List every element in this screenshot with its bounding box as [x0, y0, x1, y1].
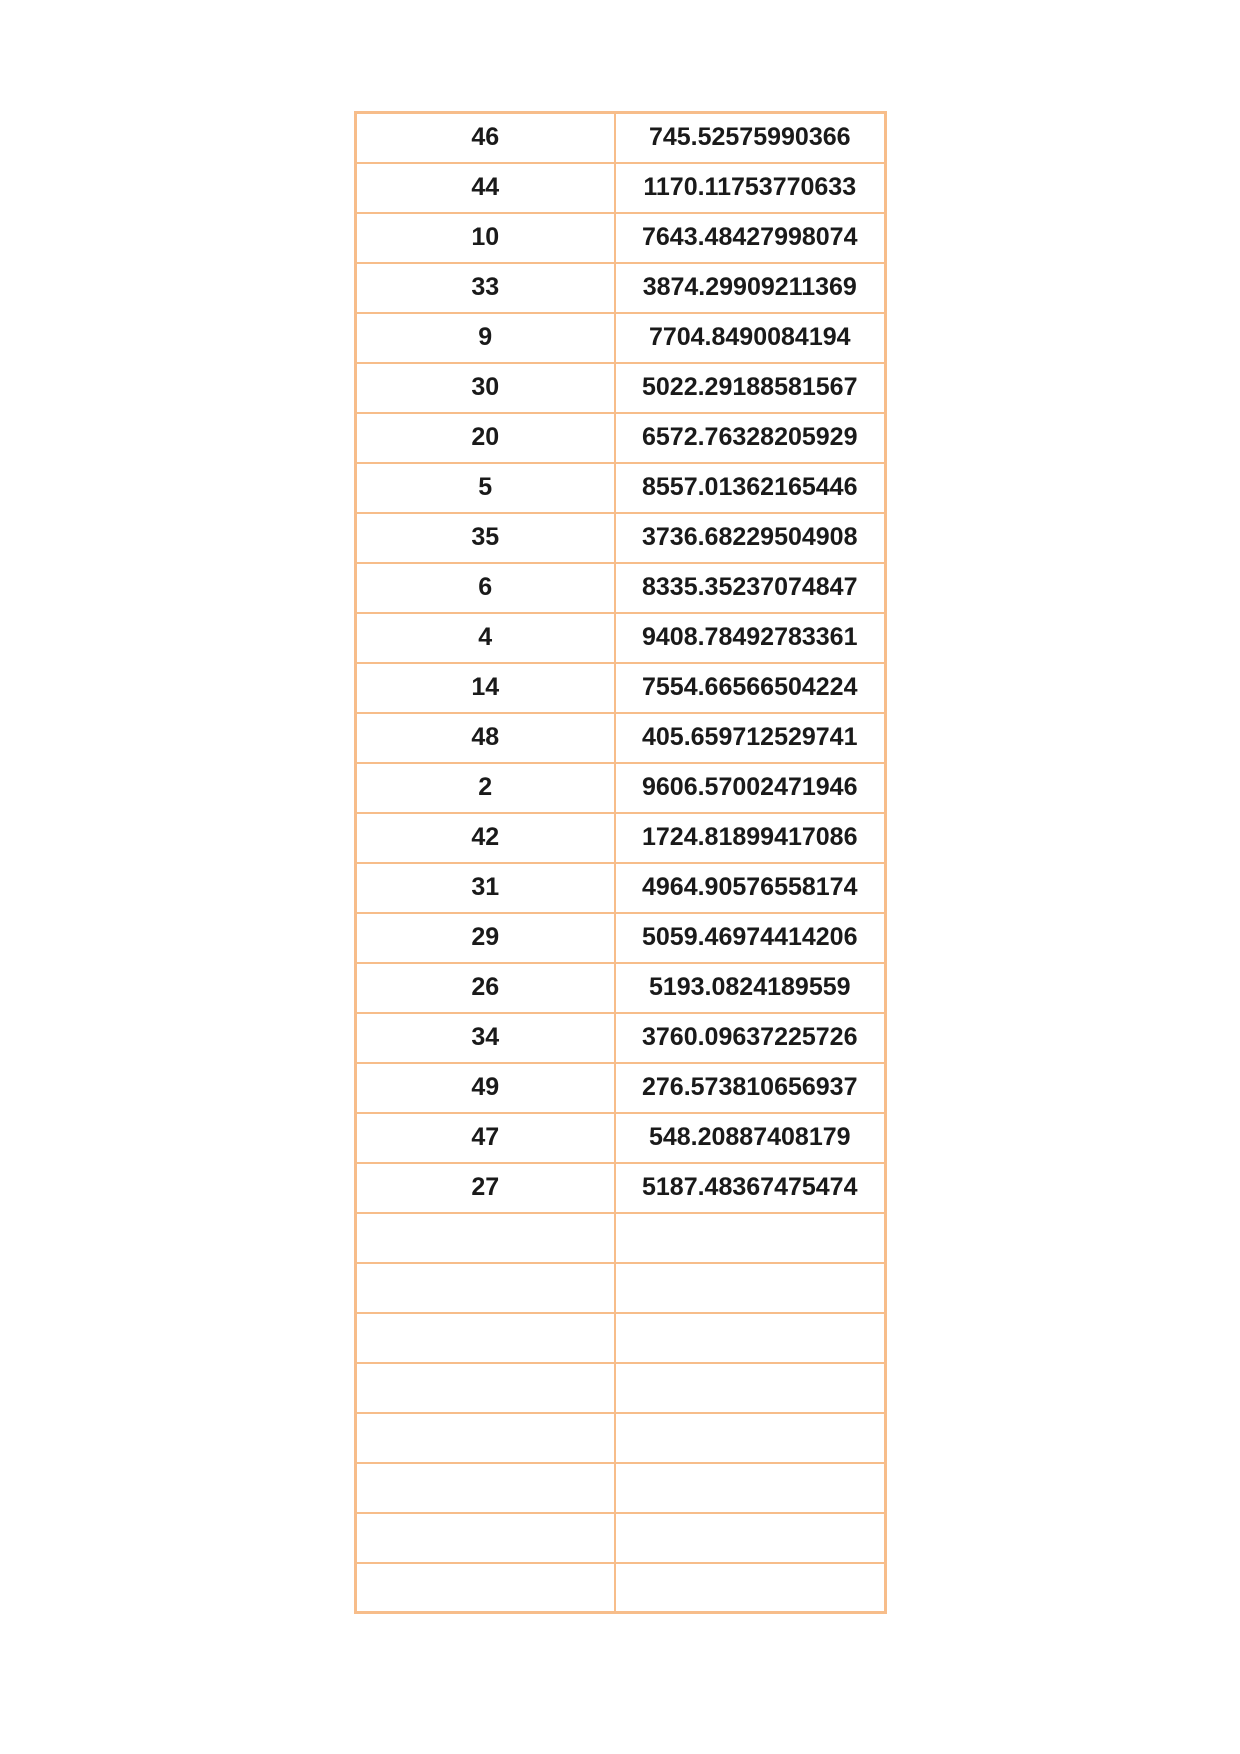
- empty-row: [354, 1261, 887, 1314]
- table-row: 5 8557.01362165446: [354, 461, 887, 514]
- key-cell[interactable]: 31: [354, 861, 616, 914]
- key-cell[interactable]: 29: [354, 911, 616, 964]
- value-cell[interactable]: 7643.48427998074: [613, 211, 887, 264]
- key-cell[interactable]: 26: [354, 961, 616, 1014]
- table-row: 4 9408.78492783361: [354, 611, 887, 664]
- empty-key-cell[interactable]: [354, 1311, 616, 1364]
- value-cell[interactable]: 7554.66566504224: [613, 661, 887, 714]
- table-row: 42 1724.81899417086: [354, 811, 887, 864]
- value-cell[interactable]: 9408.78492783361: [613, 611, 887, 664]
- key-cell[interactable]: 42: [354, 811, 616, 864]
- empty-key-cell[interactable]: [354, 1361, 616, 1414]
- value-cell[interactable]: 6572.76328205929: [613, 411, 887, 464]
- empty-value-cell[interactable]: [613, 1561, 887, 1614]
- key-cell[interactable]: 10: [354, 211, 616, 264]
- table-row: 26 5193.0824189559: [354, 961, 887, 1014]
- value-cell[interactable]: 5193.0824189559: [613, 961, 887, 1014]
- value-cell[interactable]: 5059.46974414206: [613, 911, 887, 964]
- value-cell[interactable]: 5022.29188581567: [613, 361, 887, 414]
- table-row: 47 548.20887408179: [354, 1111, 887, 1164]
- empty-value-cell[interactable]: [613, 1361, 887, 1414]
- key-cell[interactable]: 47: [354, 1111, 616, 1164]
- table-row: 30 5022.29188581567: [354, 361, 887, 414]
- table-row: 31 4964.90576558174: [354, 861, 887, 914]
- value-cell[interactable]: 548.20887408179: [613, 1111, 887, 1164]
- value-cell[interactable]: 1170.11753770633: [613, 161, 887, 214]
- empty-key-cell[interactable]: [354, 1211, 616, 1264]
- key-cell[interactable]: 33: [354, 261, 616, 314]
- table-row: 44 1170.11753770633: [354, 161, 887, 214]
- key-cell[interactable]: 4: [354, 611, 616, 664]
- table-body: 46 745.52575990366 44 1170.11753770633 10 764…: [354, 111, 887, 1614]
- key-cell[interactable]: 49: [354, 1061, 616, 1114]
- key-cell[interactable]: 6: [354, 561, 616, 614]
- empty-row: [354, 1361, 887, 1414]
- empty-key-cell[interactable]: [354, 1561, 616, 1614]
- empty-value-cell[interactable]: [613, 1261, 887, 1314]
- table-row: 6 8335.35237074847: [354, 561, 887, 614]
- table-row: 14 7554.66566504224: [354, 661, 887, 714]
- empty-value-cell[interactable]: [613, 1511, 887, 1564]
- empty-row: [354, 1311, 887, 1364]
- value-cell[interactable]: 9606.57002471946: [613, 761, 887, 814]
- value-cell[interactable]: 745.52575990366: [613, 111, 887, 164]
- empty-value-cell[interactable]: [613, 1311, 887, 1364]
- table-row: 20 6572.76328205929: [354, 411, 887, 464]
- table-row: 48 405.659712529741: [354, 711, 887, 764]
- value-cell[interactable]: 405.659712529741: [613, 711, 887, 764]
- empty-key-cell[interactable]: [354, 1461, 616, 1514]
- table-row: 35 3736.68229504908: [354, 511, 887, 564]
- empty-row: [354, 1461, 887, 1514]
- key-cell[interactable]: 20: [354, 411, 616, 464]
- empty-key-cell[interactable]: [354, 1261, 616, 1314]
- empty-value-cell[interactable]: [613, 1411, 887, 1464]
- empty-key-cell[interactable]: [354, 1511, 616, 1564]
- key-cell[interactable]: 2: [354, 761, 616, 814]
- value-cell[interactable]: 3760.09637225726: [613, 1011, 887, 1064]
- table-row: 49 276.573810656937: [354, 1061, 887, 1114]
- data-table: 46 745.52575990366 44 1170.11753770633 10 764…: [354, 111, 887, 1614]
- key-cell[interactable]: 9: [354, 311, 616, 364]
- value-cell[interactable]: 1724.81899417086: [613, 811, 887, 864]
- value-cell[interactable]: 8557.01362165446: [613, 461, 887, 514]
- value-cell[interactable]: 5187.48367475474: [613, 1161, 887, 1214]
- empty-row: [354, 1561, 887, 1614]
- value-cell[interactable]: 4964.90576558174: [613, 861, 887, 914]
- empty-value-cell[interactable]: [613, 1211, 887, 1264]
- table-row: 46 745.52575990366: [354, 111, 887, 164]
- table-row: 33 3874.29909211369: [354, 261, 887, 314]
- key-cell[interactable]: 48: [354, 711, 616, 764]
- key-cell[interactable]: 14: [354, 661, 616, 714]
- key-cell[interactable]: 27: [354, 1161, 616, 1214]
- value-cell[interactable]: 8335.35237074847: [613, 561, 887, 614]
- empty-row: [354, 1211, 887, 1264]
- key-cell[interactable]: 34: [354, 1011, 616, 1064]
- table-row: 10 7643.48427998074: [354, 211, 887, 264]
- empty-key-cell[interactable]: [354, 1411, 616, 1464]
- key-cell[interactable]: 30: [354, 361, 616, 414]
- table-row: 27 5187.48367475474: [354, 1161, 887, 1214]
- empty-value-cell[interactable]: [613, 1461, 887, 1514]
- value-cell[interactable]: 7704.8490084194: [613, 311, 887, 364]
- value-cell[interactable]: 276.573810656937: [613, 1061, 887, 1114]
- value-cell[interactable]: 3874.29909211369: [613, 261, 887, 314]
- table-row: 29 5059.46974414206: [354, 911, 887, 964]
- key-cell[interactable]: 35: [354, 511, 616, 564]
- key-cell[interactable]: 46: [354, 111, 616, 164]
- table-row: 34 3760.09637225726: [354, 1011, 887, 1064]
- table-row: 9 7704.8490084194: [354, 311, 887, 364]
- empty-row: [354, 1411, 887, 1464]
- key-cell[interactable]: 5: [354, 461, 616, 514]
- key-cell[interactable]: 44: [354, 161, 616, 214]
- table-row: 2 9606.57002471946: [354, 761, 887, 814]
- empty-row: [354, 1511, 887, 1564]
- value-cell[interactable]: 3736.68229504908: [613, 511, 887, 564]
